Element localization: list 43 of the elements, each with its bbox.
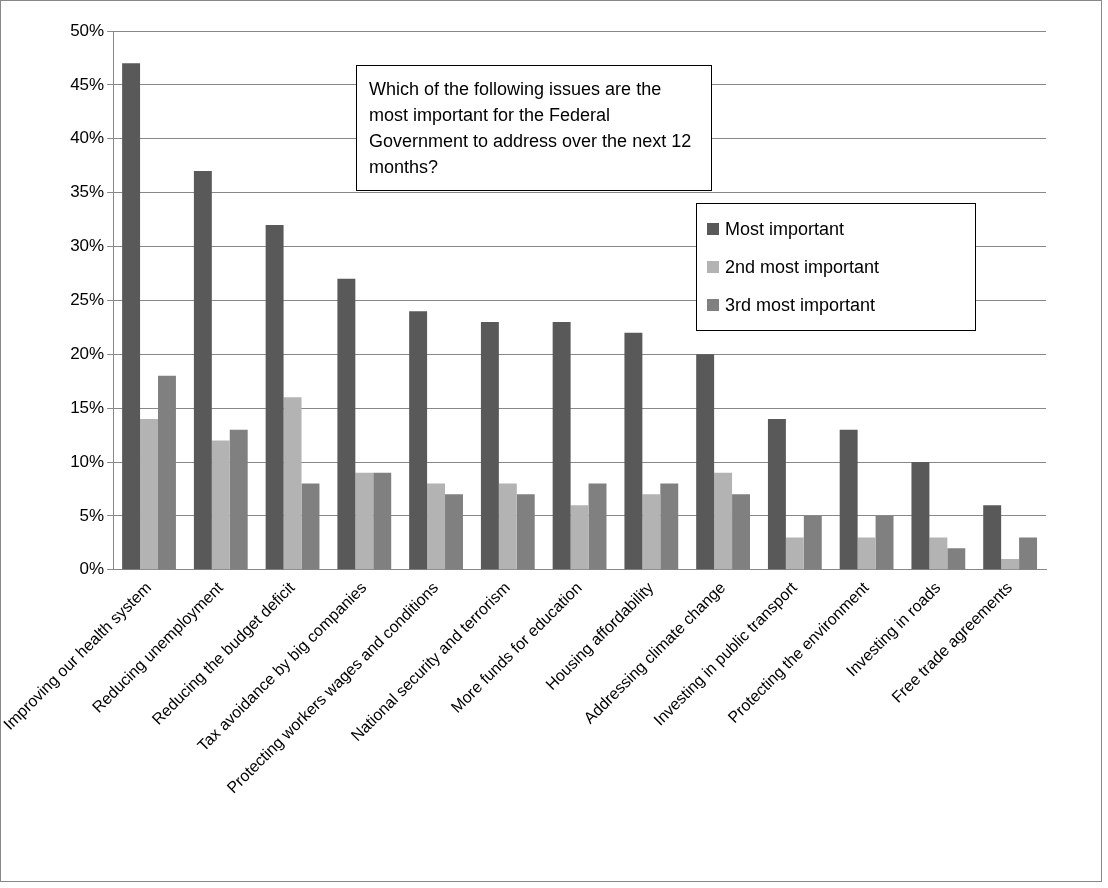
bar (1019, 537, 1038, 570)
legend-label: 2nd most important (725, 256, 880, 278)
bar (480, 321, 499, 570)
bar (193, 171, 212, 570)
y-tick-label: 30% (70, 236, 105, 256)
bar (409, 311, 428, 570)
bar (265, 224, 284, 570)
y-tick-label: 35% (70, 182, 105, 202)
y-tick-label: 45% (70, 74, 105, 94)
bar (767, 418, 786, 570)
bar (427, 483, 446, 570)
bar (552, 321, 571, 570)
bar (983, 505, 1002, 570)
y-tick-label: 0% (79, 559, 105, 579)
bar (696, 354, 715, 570)
bar (947, 548, 966, 570)
bar (785, 537, 804, 570)
bar (498, 483, 517, 570)
bar (624, 332, 643, 570)
bar (122, 63, 141, 570)
bar (570, 505, 589, 570)
bar (911, 462, 930, 570)
y-tick-label: 40% (70, 128, 105, 148)
bar (1001, 559, 1020, 570)
bar (929, 537, 948, 570)
y-tick-label: 25% (70, 290, 105, 310)
y-tick-label: 5% (79, 505, 105, 525)
bar (283, 397, 302, 570)
bar (337, 278, 356, 570)
bar (839, 429, 858, 570)
bar (642, 494, 661, 570)
bar (857, 537, 876, 570)
text: Which of the following issues are the most important for the Federal Government to address over the next 12 months? (356, 65, 712, 191)
legend-label: Most important (725, 218, 845, 240)
bar (355, 472, 374, 570)
y-tick-label: 20% (70, 343, 105, 363)
bar (140, 418, 159, 570)
bar (211, 440, 230, 570)
y-tick-label: 15% (70, 397, 105, 417)
bar (714, 472, 733, 570)
y-tick-label: 10% (70, 451, 105, 471)
legend-label: 3rd most important (725, 294, 876, 316)
y-tick-label: 50% (70, 20, 105, 40)
